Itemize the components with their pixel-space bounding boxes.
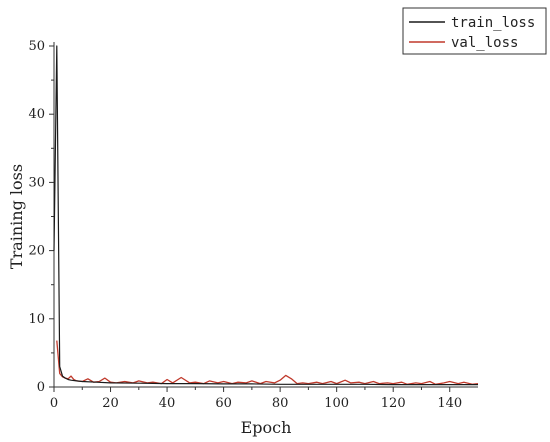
x-axis-label: Epoch [241, 418, 292, 437]
x-tick-label: 80 [272, 396, 289, 411]
y-tick-label: 20 [28, 244, 45, 259]
legend-label-train-loss: train_loss [451, 15, 535, 31]
x-tick-label: 20 [102, 396, 119, 411]
series-layer [53, 45, 479, 386]
x-tick-label: 40 [159, 396, 176, 411]
x-tick-label: 100 [324, 396, 349, 411]
y-tick-label: 50 [28, 39, 45, 54]
x-tick-label: 140 [437, 396, 462, 411]
x-axis-ticks: 0 20 40 60 80 100 120 140 [50, 387, 462, 411]
plot-frame [53, 42, 478, 388]
y-axis-label: Training loss [7, 164, 26, 269]
y-tick-label: 30 [28, 175, 45, 190]
legend-label-val-loss: val_loss [451, 35, 518, 51]
series-line-train-loss [53, 45, 478, 386]
legend-box [402, 7, 547, 55]
y-axis-ticks: 0 10 20 30 40 50 [28, 39, 54, 395]
legend: train_loss val_loss [402, 7, 547, 55]
y-tick-label: 0 [37, 380, 45, 395]
y-tick-label: 40 [28, 107, 45, 122]
x-tick-label: 60 [215, 396, 232, 411]
x-tick-label: 120 [381, 396, 406, 411]
y-tick-label: 10 [28, 312, 45, 327]
x-tick-label: 0 [50, 396, 58, 411]
series-line-val-loss [56, 340, 479, 385]
